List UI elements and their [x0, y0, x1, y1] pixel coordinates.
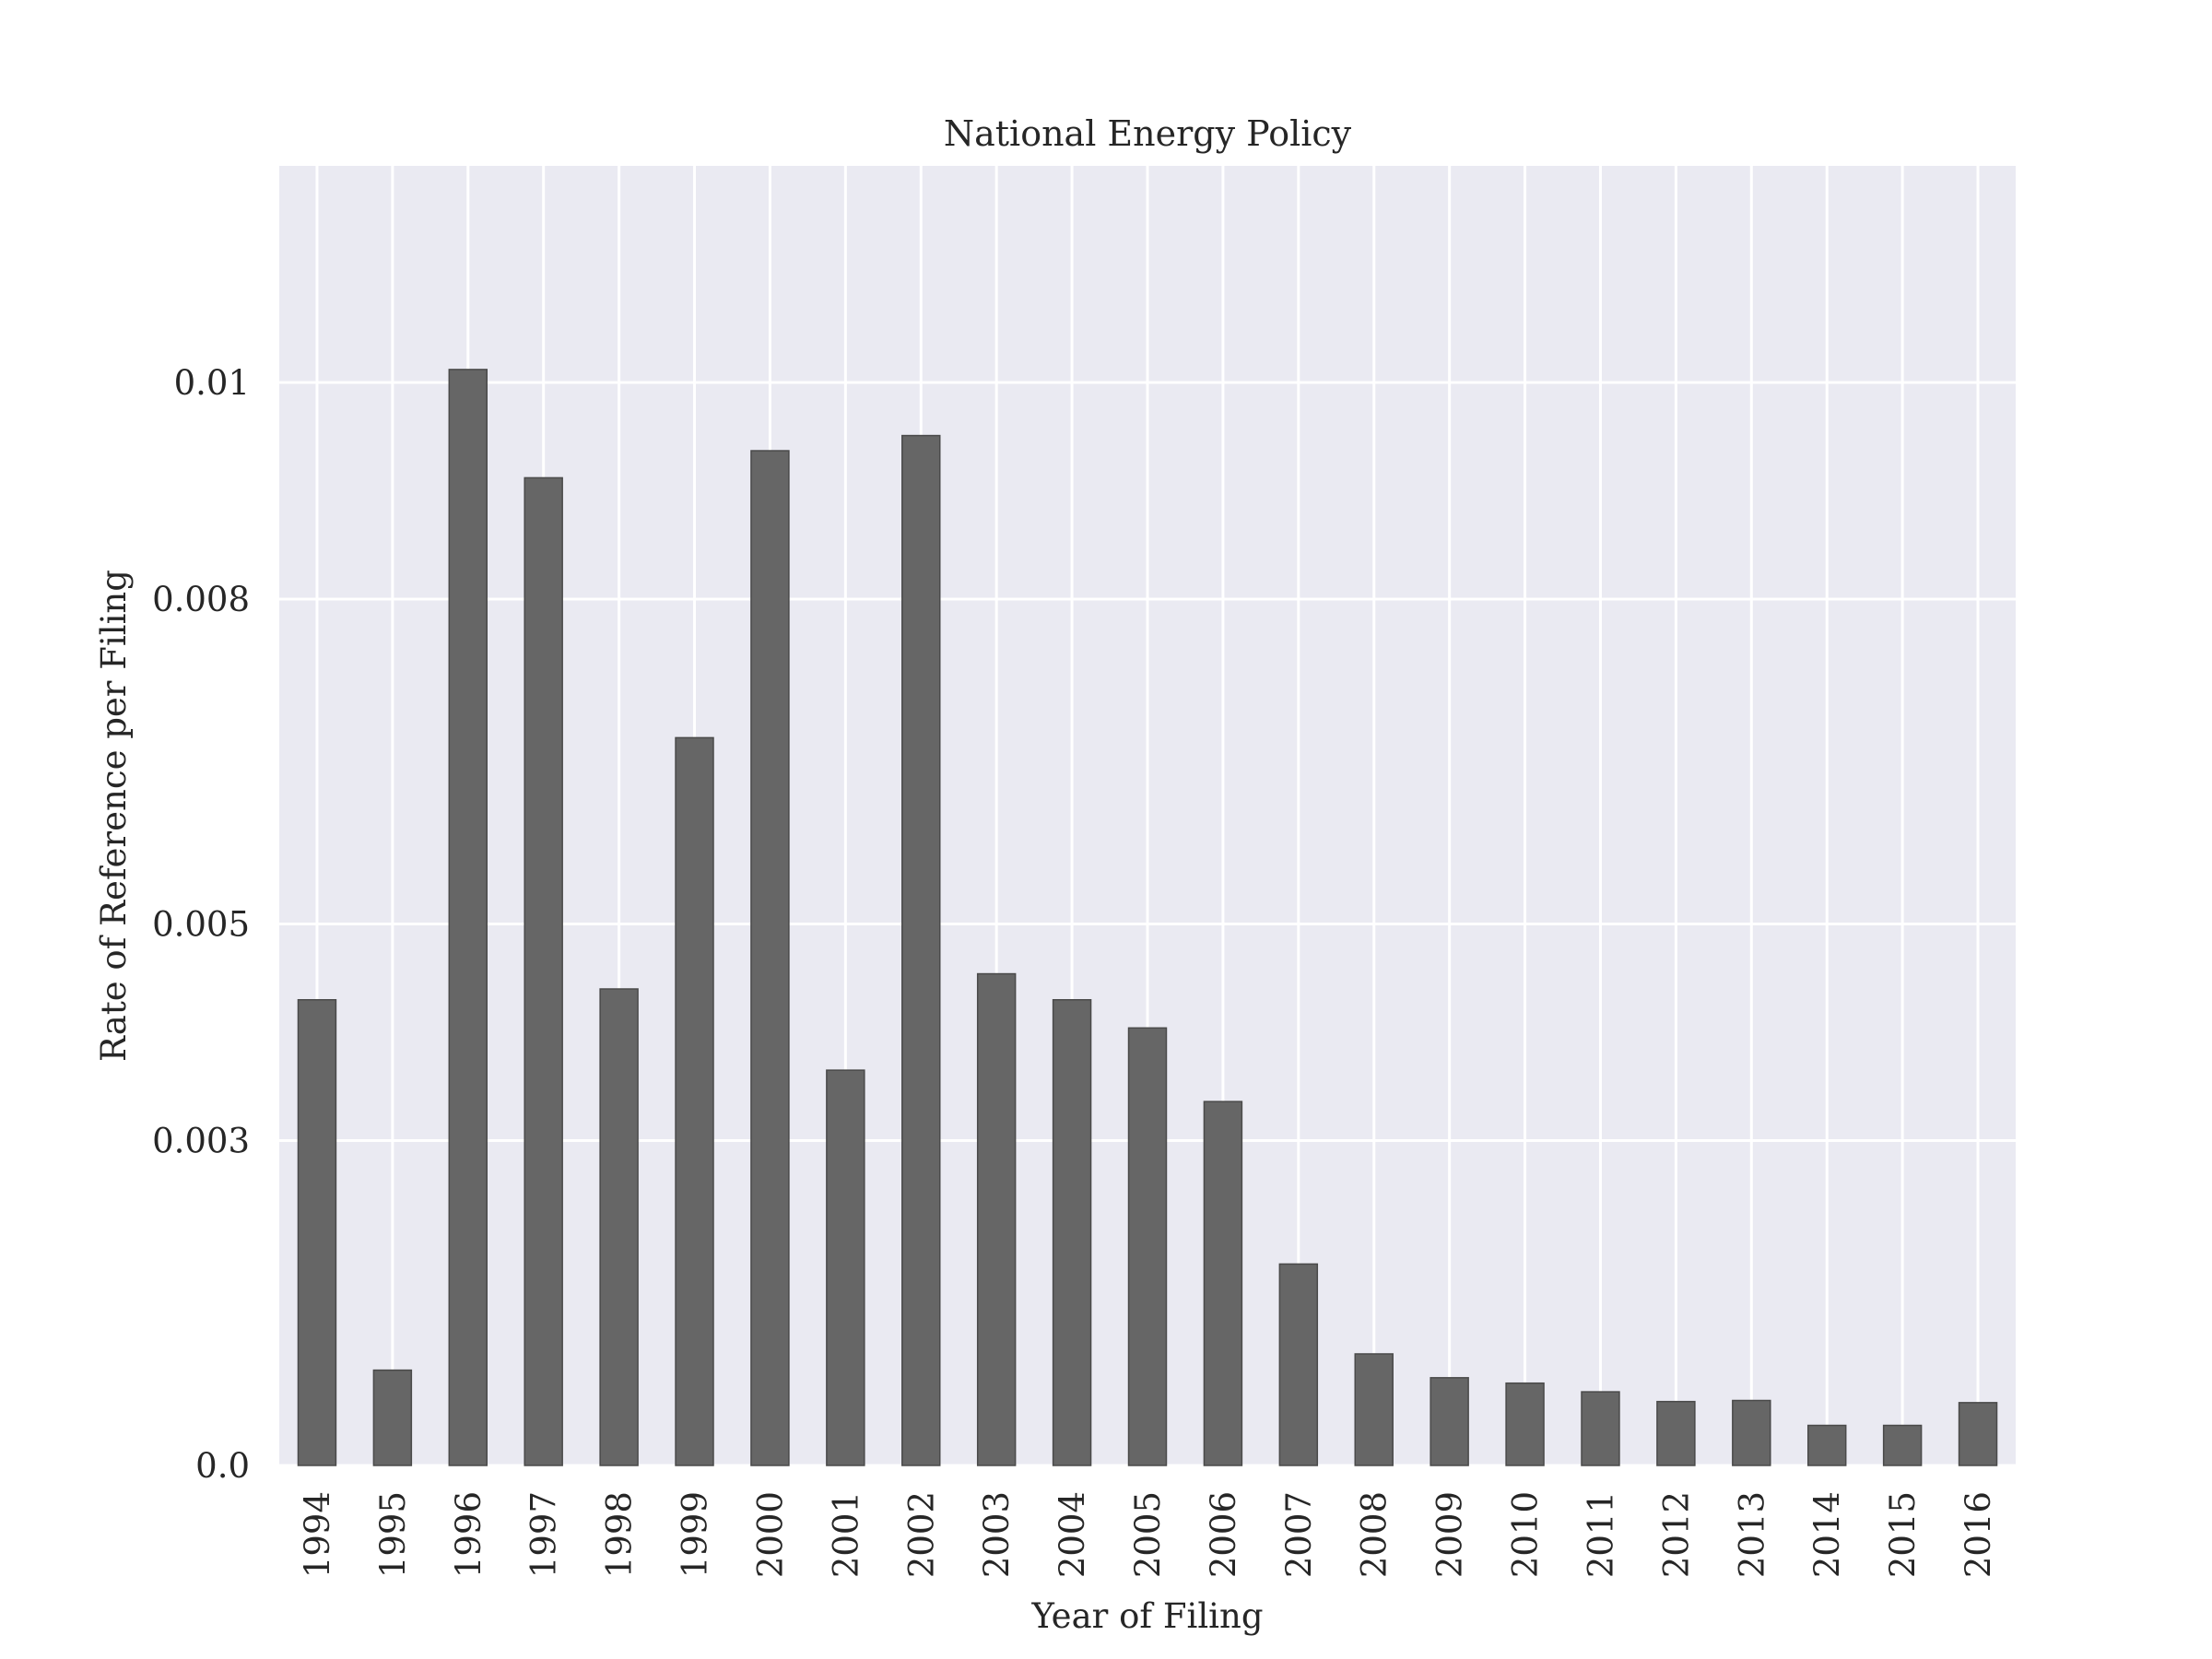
x-tick-label: 1995: [373, 1491, 413, 1578]
bar-2015: [1882, 1424, 1923, 1466]
bar-2002: [901, 434, 941, 1466]
x-tick-label: 1998: [600, 1491, 640, 1578]
bar-2005: [1127, 1027, 1168, 1466]
bar-2011: [1581, 1391, 1620, 1466]
bar-1998: [599, 988, 639, 1466]
bar-2014: [1806, 1424, 1847, 1466]
bar-1995: [372, 1369, 413, 1466]
x-tick-label: 1996: [449, 1491, 488, 1578]
bar-2007: [1278, 1263, 1319, 1466]
chart-title: National Energy Policy: [944, 113, 1352, 154]
x-tick-label: 2003: [977, 1491, 1017, 1578]
x-tick-label: 2015: [1883, 1491, 1923, 1578]
x-tick-label: 2012: [1656, 1491, 1696, 1578]
x-tick-label: 1999: [676, 1491, 715, 1578]
x-tick-label: 1994: [298, 1491, 337, 1578]
bar-1997: [524, 477, 563, 1466]
x-tick-label: 2000: [750, 1491, 790, 1578]
y-axis-label: Rate of Reference per Filing: [94, 570, 134, 1062]
x-tick-label: 2002: [901, 1491, 941, 1578]
x-tick-label: 2011: [1581, 1491, 1620, 1578]
bar-2013: [1732, 1399, 1771, 1466]
x-tick-label: 2008: [1355, 1491, 1394, 1578]
x-tick-label: 2009: [1430, 1491, 1470, 1578]
x-tick-label: 2004: [1053, 1491, 1092, 1578]
bar-1994: [297, 999, 337, 1466]
y-tick-label: 0.008: [152, 580, 250, 619]
x-tick-label: 2013: [1732, 1491, 1771, 1578]
x-tick-label: 2007: [1279, 1491, 1319, 1578]
x-tick-label: 2005: [1128, 1491, 1168, 1578]
bar-2008: [1354, 1353, 1394, 1466]
bar-1996: [448, 369, 488, 1466]
x-tick-label: 2016: [1959, 1491, 1998, 1578]
y-tick-label: 0.0: [195, 1446, 250, 1486]
x-tick-label: 1997: [524, 1491, 564, 1578]
x-tick-label: 2006: [1204, 1491, 1243, 1578]
x-tick-label: 2010: [1506, 1491, 1546, 1578]
bar-2006: [1203, 1100, 1243, 1466]
x-tick-labels: 1994 1995 1996 1997 1998 1999 2000 2001 2002 2003…: [298, 1491, 1998, 1578]
bars: [297, 369, 1998, 1466]
bar-2009: [1430, 1377, 1469, 1466]
bar-2016: [1958, 1402, 1998, 1466]
y-tick-label: 0.01: [174, 363, 250, 403]
bar-1999: [675, 736, 714, 1466]
y-tick-label: 0.003: [152, 1122, 250, 1161]
x-axis-label: Year of Filing: [1030, 1596, 1263, 1636]
bar-2012: [1656, 1400, 1696, 1466]
bar-2003: [976, 972, 1017, 1466]
y-tick-label: 0.005: [152, 905, 250, 945]
bar-2000: [750, 450, 790, 1466]
bar-2010: [1505, 1382, 1545, 1466]
x-tick-label: 2014: [1807, 1491, 1847, 1578]
bar-2004: [1052, 999, 1092, 1466]
x-tick-label: 2001: [826, 1491, 865, 1578]
y-tick-labels: 0.0 0.003 0.005 0.008 0.01: [152, 363, 250, 1486]
bar-2001: [826, 1069, 865, 1466]
